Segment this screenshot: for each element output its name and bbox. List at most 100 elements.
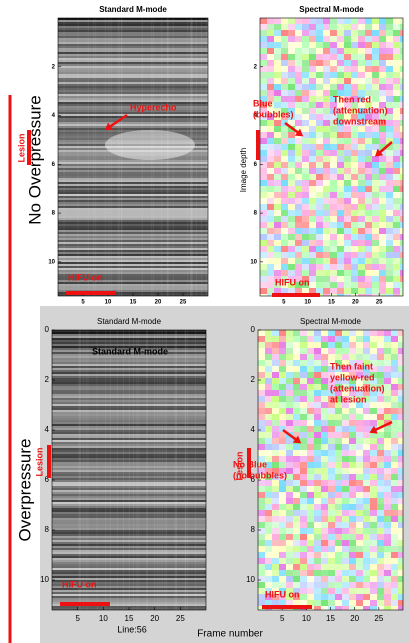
image-pixel [323,150,330,156]
image-row [58,134,208,136]
image-pixel [370,360,377,366]
image-pixel [288,72,295,78]
image-pixel [337,150,344,156]
image-pixel [351,54,358,60]
image-pixel [293,474,300,480]
image-pixel [400,90,403,96]
image-pixel [302,144,309,150]
image-pixel [384,600,391,606]
image-row [52,450,206,452]
image-pixel [384,552,391,558]
lesion-label: Lesion [34,447,44,476]
image-pixel [307,450,314,456]
lesion-bar [27,130,31,165]
image-pixel [295,30,302,36]
image-row [58,34,208,36]
image-pixel [286,504,293,510]
image-pixel [363,396,370,402]
image-row [52,402,206,404]
image-pixel [295,198,302,204]
image-pixel [281,48,288,54]
image-pixel [344,18,351,24]
image-pixel [279,402,286,408]
image-pixel [330,198,337,204]
image-pixel [400,138,403,144]
image-pixel [274,72,281,78]
image-pixel [342,402,349,408]
image-pixel [365,192,372,198]
image-pixel [386,276,393,282]
image-row [58,18,208,20]
image-pixel [321,342,328,348]
image-pixel [323,288,330,294]
image-pixel [335,534,342,540]
image-row [52,356,206,358]
image-pixel [386,30,393,36]
image-pixel [321,396,328,402]
image-row [58,150,208,152]
image-row [52,474,206,476]
image-pixel [337,120,344,126]
image-row [58,74,208,76]
image-pixel [398,408,403,414]
image-pixel [267,60,274,66]
image-pixel [386,282,393,288]
image-pixel [321,600,328,606]
image-pixel [286,510,293,516]
image-pixel [398,522,403,528]
image-pixel [316,108,323,114]
image-row [58,230,208,232]
image-pixel [358,120,365,126]
image-pixel [342,546,349,552]
image-pixel [302,192,309,198]
image-pixel [328,552,335,558]
image-pixel [363,516,370,522]
image-pixel [344,162,351,168]
image-pixel [377,330,384,336]
image-pixel [328,480,335,486]
image-pixel [328,444,335,450]
image-pixel [267,222,274,228]
image-pixel [323,234,330,240]
image-pixel [293,486,300,492]
image-pixel [377,462,384,468]
image-pixel [274,30,281,36]
image-pixel [260,288,267,294]
image-pixel [328,372,335,378]
image-pixel [335,378,342,384]
image-pixel [377,540,384,546]
image-row [52,424,206,426]
image-pixel [349,558,356,564]
image-pixel [316,54,323,60]
image-row [58,222,208,224]
image-pixel [363,474,370,480]
image-pixel [349,348,356,354]
image-pixel [293,468,300,474]
image-pixel [307,438,314,444]
image-pixel [337,138,344,144]
image-pixel [288,18,295,24]
image-pixel [330,18,337,24]
image-row [58,128,208,130]
image-pixel [316,66,323,72]
image-pixel [370,558,377,564]
image-pixel [349,420,356,426]
image-row [52,604,206,606]
image-row [58,56,208,58]
image-pixel [309,168,316,174]
image-row [52,438,206,440]
image-pixel [323,162,330,168]
image-pixel [328,492,335,498]
image-pixel [349,372,356,378]
image-row [52,592,206,594]
image-pixel [279,594,286,600]
image-pixel [272,510,279,516]
image-pixel [267,102,274,108]
image-pixel [372,84,379,90]
image-pixel [377,372,384,378]
image-pixel [314,372,321,378]
image-pixel [260,126,267,132]
image-row [52,566,206,568]
image-pixel [344,192,351,198]
